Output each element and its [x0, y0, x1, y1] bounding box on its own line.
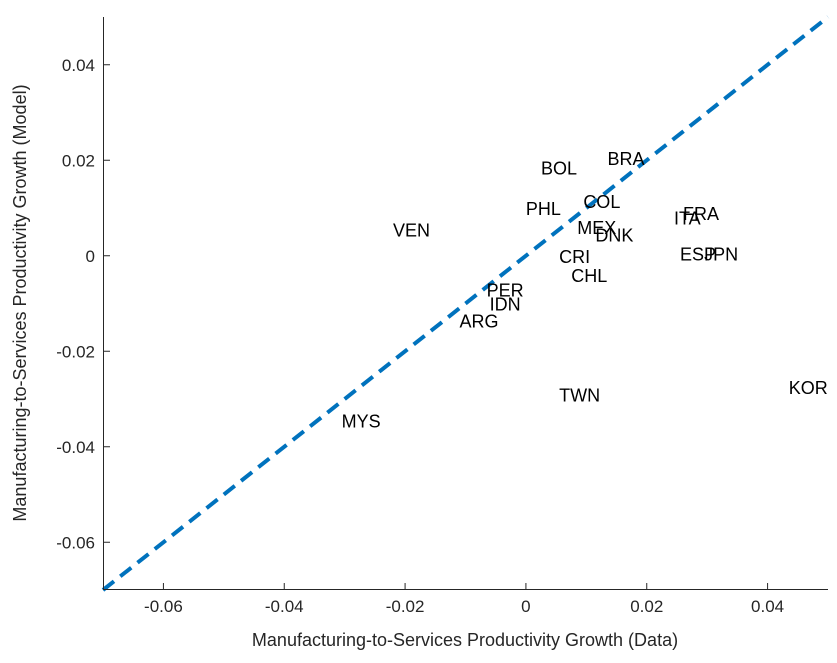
reference-line [101, 15, 830, 592]
point-label-mex: MEX [577, 218, 616, 238]
point-label-ita: ITA [674, 209, 701, 229]
point-label-per: PER [487, 280, 524, 300]
point-label-esp: ESP [680, 245, 716, 265]
point-label-idn: IDN [490, 295, 521, 315]
y-axis-title: Manufacturing-to-Services Productivity G… [10, 84, 30, 521]
point-label-dnk: DNK [595, 225, 633, 245]
point-label-kor: KOR [789, 378, 828, 398]
y-tick-label: 0.02 [62, 151, 95, 170]
point-label-phl: PHL [526, 199, 561, 219]
x-tick-label: -0.02 [386, 597, 425, 616]
point-label-cri: CRI [559, 247, 590, 267]
x-ticks: -0.06 -0.04 -0.02 0 0.02 0.04 [144, 583, 784, 616]
point-label-col: COL [583, 192, 620, 212]
reference-line-layer [101, 15, 830, 592]
x-tick-label: 0.04 [751, 597, 784, 616]
axes [103, 17, 828, 590]
y-tick-label: -0.02 [56, 342, 95, 361]
x-tick-label: -0.04 [265, 597, 304, 616]
y-tick-label: -0.04 [56, 438, 95, 457]
x-tick-label: -0.06 [144, 597, 183, 616]
point-label-ven: VEN [393, 221, 430, 241]
point-label-jpn: JPN [704, 245, 738, 265]
y-ticks: -0.06 -0.04 -0.02 0 0.02 0.04 [56, 56, 110, 552]
point-label-chl: CHL [571, 266, 607, 286]
x-tick-label: 0 [521, 597, 530, 616]
point-label-mys: MYS [342, 412, 381, 432]
point-label-arg: ARG [459, 311, 498, 331]
x-tick-label: 0.02 [630, 597, 663, 616]
y-tick-label: 0 [86, 247, 95, 266]
x-axis-title: Manufacturing-to-Services Productivity G… [252, 630, 678, 650]
point-label-bra: BRA [607, 149, 644, 169]
point-label-twn: TWN [559, 385, 600, 405]
y-tick-label: 0.04 [62, 56, 95, 75]
point-label-bol: BOL [541, 159, 577, 179]
y-tick-label: -0.06 [56, 533, 95, 552]
point-label-fra: FRA [683, 204, 719, 224]
